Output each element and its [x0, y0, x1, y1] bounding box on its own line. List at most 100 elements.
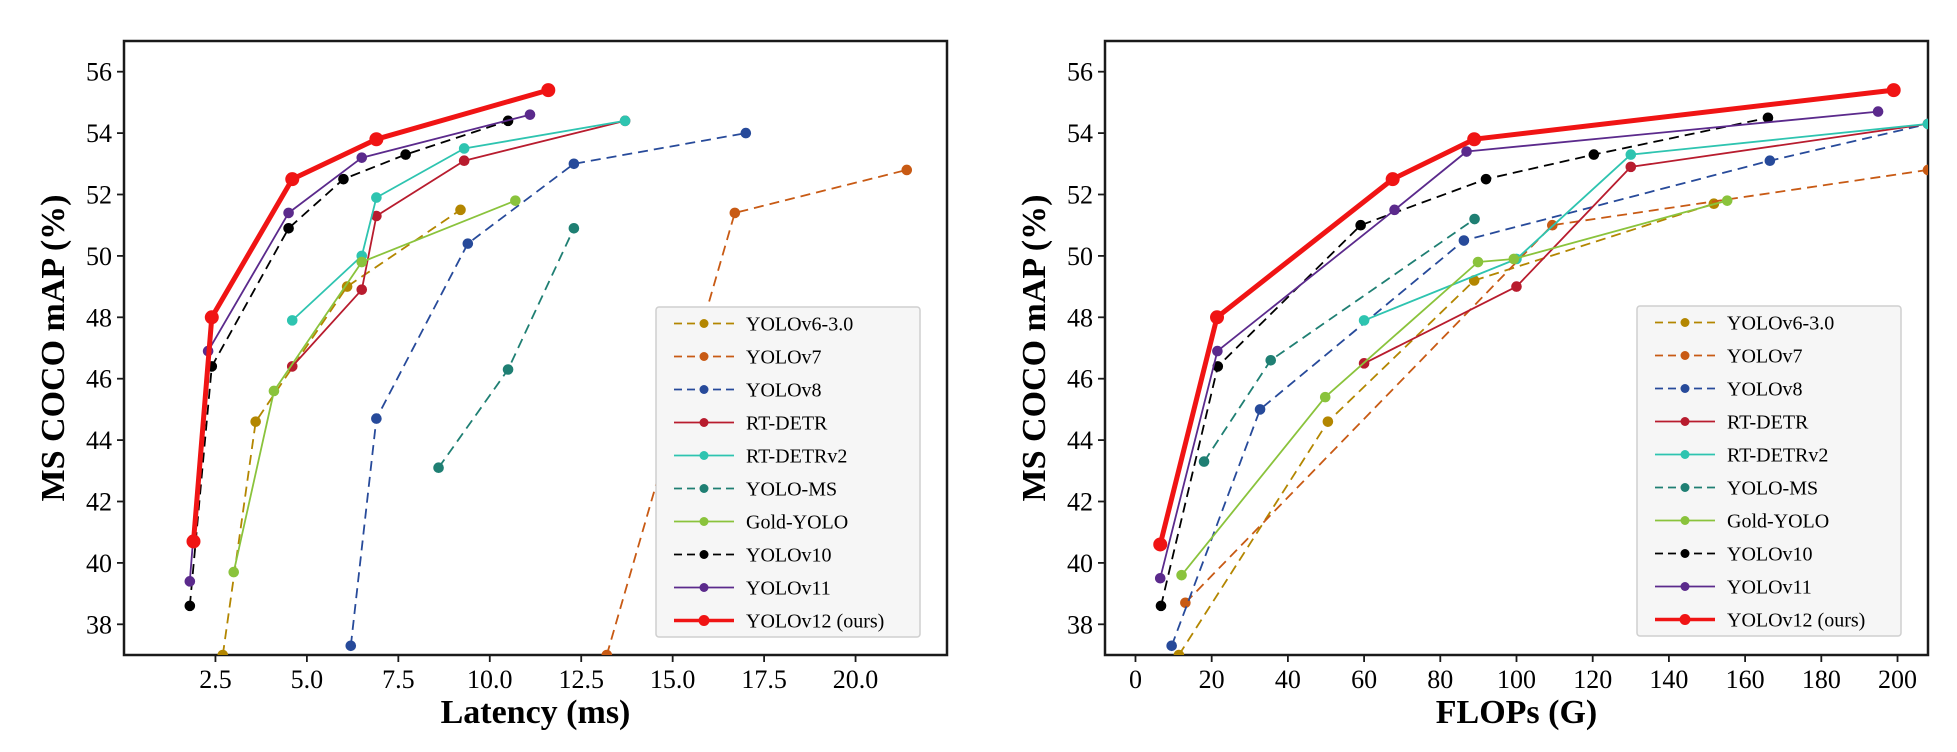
legend-marker: [1680, 384, 1690, 393]
y-axis-title: MS COCO mAP (%): [35, 195, 72, 502]
x-tick-label: 10.0: [467, 665, 513, 694]
data-point: [1467, 132, 1482, 147]
series-yolov12-ours: [1153, 83, 1901, 552]
series-yolo-ms: [1198, 213, 1480, 467]
legend-label: YOLOv6-3.0: [746, 314, 853, 336]
x-tick-label: 20.0: [833, 665, 879, 694]
data-point: [458, 143, 470, 154]
data-point: [1319, 391, 1331, 403]
x-tick-label: 5.0: [291, 665, 324, 694]
legend-box: [1636, 305, 1902, 637]
x-tick-label: 7.5: [382, 665, 415, 694]
x-tick-label: 40: [1275, 665, 1301, 694]
y-tick-label: 42: [86, 488, 112, 517]
data-point: [1472, 256, 1484, 268]
series-line: [188, 119, 509, 606]
data-point: [184, 576, 196, 587]
y-tick-label: 38: [1067, 610, 1093, 639]
x-tick-label: 140: [1649, 665, 1688, 694]
series-line: [1160, 116, 1769, 607]
legend-marker: [698, 615, 710, 626]
legend-label: YOLOv12 (ours): [1727, 610, 1865, 632]
x-axis-title: FLOPs (G): [1436, 694, 1597, 731]
legend-label: YOLOv7: [1727, 346, 1803, 368]
series-gold-yolo: [1176, 195, 1733, 581]
legend-label: RT-DETRv2: [746, 446, 847, 468]
data-point: [1588, 149, 1600, 160]
plot-area: [184, 83, 913, 655]
series-line: [221, 209, 462, 655]
legend-label: RT-DETR: [746, 413, 828, 435]
series-yolov10: [1155, 112, 1774, 612]
data-point: [184, 600, 196, 612]
y-tick-label: 48: [86, 303, 112, 332]
y-tick-label: 40: [86, 549, 112, 578]
legend: YOLOv6-3.0 YOLOv7 YOLOv8 RT-DETR RT-DETRv2 YO…: [1636, 305, 1902, 637]
data-point: [1212, 345, 1223, 357]
legend-label: YOLOv8: [1727, 379, 1803, 401]
data-point: [462, 238, 474, 249]
data-point: [1508, 253, 1520, 265]
x-tick-label: 2.5: [199, 665, 232, 694]
y-tick-label: 46: [86, 365, 112, 394]
series-yolov7: [601, 164, 913, 655]
legend-marker: [699, 583, 709, 592]
series-yolov12-ours: [186, 83, 556, 549]
data-point: [228, 566, 240, 578]
y-tick-label: 52: [86, 181, 112, 210]
x-tick-label: 0: [1129, 665, 1142, 694]
legend-marker: [1679, 614, 1691, 625]
y-tick-label: 50: [1067, 242, 1093, 271]
y-axis-title: MS COCO mAP (%): [1016, 195, 1053, 502]
legend-marker: [699, 385, 709, 394]
data-point: [601, 649, 613, 655]
data-point: [901, 164, 913, 176]
data-point: [541, 83, 556, 98]
data-point: [1922, 164, 1928, 176]
legend-label: YOLO-MS: [1727, 478, 1818, 500]
legend: YOLOv6-3.0 YOLOv7 YOLOv8 RT-DETR RT-DETRv2 YO…: [655, 306, 921, 638]
y-tick-label: 54: [1067, 119, 1093, 148]
data-point: [455, 204, 466, 216]
data-point: [568, 158, 580, 170]
y-tick-label: 40: [1067, 549, 1093, 578]
data-point: [1254, 404, 1266, 415]
legend-label: YOLOv10: [1727, 544, 1813, 566]
x-tick-label: 200: [1878, 665, 1917, 694]
legend-label: RT-DETR: [1727, 412, 1809, 434]
data-point: [1480, 173, 1492, 185]
data-point: [510, 195, 521, 206]
data-point: [1764, 155, 1776, 167]
data-point: [1511, 281, 1522, 292]
data-point: [285, 172, 300, 187]
data-point: [186, 534, 201, 549]
data-point: [524, 109, 536, 120]
data-point: [268, 385, 280, 397]
data-point: [1469, 213, 1480, 225]
legend-box: [655, 306, 921, 638]
y-tick-label: 38: [86, 610, 112, 639]
data-point: [1625, 161, 1637, 173]
x-tick-label: 100: [1497, 665, 1536, 694]
data-point: [338, 173, 349, 185]
x-tick-label: 80: [1427, 665, 1453, 694]
legend-marker: [1680, 351, 1690, 360]
y-tick-label: 42: [1067, 488, 1093, 517]
data-point: [283, 222, 294, 234]
data-point: [1198, 456, 1210, 467]
data-point: [371, 192, 382, 203]
legend-marker: [699, 451, 709, 460]
data-point: [1154, 572, 1166, 584]
y-tick-label: 56: [86, 58, 112, 87]
y-tick-label: 48: [1067, 303, 1093, 332]
x-tick-label: 160: [1726, 665, 1765, 694]
legend-marker: [699, 550, 709, 559]
plot-area: [1153, 83, 1928, 655]
series-line: [349, 132, 746, 646]
x-tick-label: 120: [1573, 665, 1612, 694]
data-point: [1166, 640, 1177, 652]
y-tick-label: 46: [1067, 365, 1093, 394]
data-point: [740, 127, 752, 139]
